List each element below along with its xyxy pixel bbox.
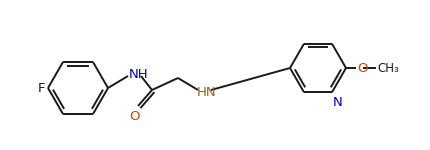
Text: O: O: [130, 110, 140, 123]
Text: CH₃: CH₃: [377, 61, 399, 75]
Text: N: N: [333, 96, 343, 109]
Text: HN: HN: [197, 85, 217, 99]
Text: NH: NH: [129, 69, 149, 81]
Text: F: F: [37, 81, 45, 94]
Text: O: O: [357, 61, 368, 75]
